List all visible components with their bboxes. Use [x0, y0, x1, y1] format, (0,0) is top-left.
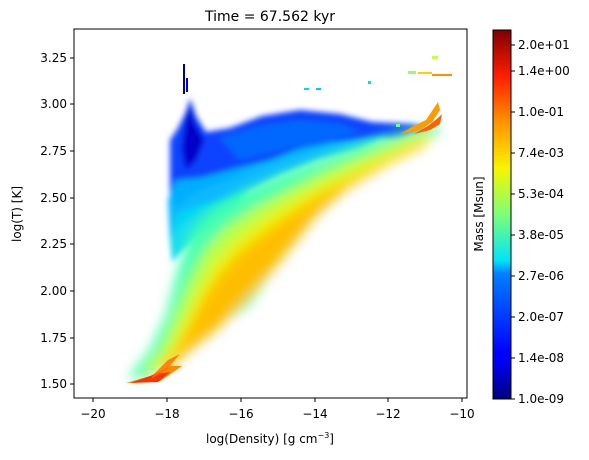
colorbar-tick: 5.3e-04 [511, 187, 564, 201]
colorbar: 1.0e-09 1.4e-08 2.0e-07 2.7e-06 3.8e-05 … [472, 29, 570, 406]
x-axis-label-end: ] [329, 432, 334, 446]
colorbar-tick: 1.4e+00 [511, 64, 570, 78]
colorbar-tick: 2.0e+01 [511, 38, 570, 52]
colorbar-tick-label: 1.0e-09 [518, 392, 564, 406]
y-tick-label: 2.25 [40, 237, 67, 251]
y-tick: 3.25 [40, 51, 74, 65]
y-tick-label: 2.75 [40, 144, 67, 158]
x-tick-label: −12 [375, 407, 400, 421]
x-axis-label-main: log(Density) [g cm [206, 432, 318, 446]
x-tick: −16 [228, 398, 254, 421]
x-axis: −20 −18 −16 −14 −12 −10 [80, 398, 475, 421]
x-tick-label: −20 [80, 407, 105, 421]
x-tick-label: −10 [449, 407, 474, 421]
y-tick: 2.50 [40, 191, 74, 205]
x-axis-label: log(Density) [g cm−3] [206, 431, 334, 446]
chart-title: Time = 67.562 kyr [204, 9, 335, 25]
colorbar-label: Mass [Msun] [472, 176, 486, 251]
colorbar-tick-label: 1.0e-01 [518, 105, 564, 119]
y-tick-label: 2.50 [40, 191, 67, 205]
colorbar-tick: 1.0e-09 [511, 392, 564, 406]
y-tick: 3.00 [40, 97, 74, 111]
x-tick-label: −16 [228, 407, 253, 421]
colorbar-tick-label: 2.7e-06 [518, 269, 564, 283]
x-tick: −12 [375, 398, 401, 421]
y-tick-label: 1.75 [40, 331, 67, 345]
colorbar-tick: 1.0e-01 [511, 105, 564, 119]
y-tick: 1.50 [40, 377, 74, 391]
colorbar-tick-label: 1.4e+00 [518, 64, 570, 78]
x-tick: −14 [302, 398, 328, 421]
colorbar-tick: 3.8e-05 [511, 228, 564, 242]
x-tick: −20 [80, 398, 106, 421]
colorbar-tick: 1.4e-08 [511, 351, 564, 365]
colorbar-tick-label: 1.4e-08 [518, 351, 564, 365]
colorbar-tick: 2.7e-06 [511, 269, 564, 283]
y-tick-label: 3.25 [40, 51, 67, 65]
y-tick: 2.00 [40, 284, 74, 298]
colorbar-tick: 7.4e-03 [511, 146, 564, 160]
heatmap-image [126, 56, 452, 383]
colorbar-tick-label: 7.4e-03 [518, 146, 564, 160]
colorbar-tick-label: 2.0e-07 [518, 310, 564, 324]
colorbar-tick: 2.0e-07 [511, 310, 564, 324]
y-tick: 2.25 [40, 237, 74, 251]
y-tick-label: 3.00 [40, 97, 67, 111]
colorbar-tick-label: 2.0e+01 [518, 38, 570, 52]
y-axis: 1.50 1.75 2.00 2.25 2.50 2.75 3.00 3.25 [40, 51, 74, 391]
y-tick: 1.75 [40, 331, 74, 345]
x-tick: −18 [154, 398, 180, 421]
colorbar-tick-label: 5.3e-04 [518, 187, 564, 201]
y-tick: 2.75 [40, 144, 74, 158]
y-axis-label: log(T) [K] [10, 186, 24, 242]
plot-frame [73, 28, 468, 399]
y-tick-label: 1.50 [40, 377, 67, 391]
x-tick-label: −14 [302, 407, 327, 421]
x-tick: −10 [449, 398, 475, 421]
colorbar-tick-label: 3.8e-05 [518, 228, 564, 242]
colorbar-gradient [492, 29, 512, 400]
x-tick-label: −18 [154, 407, 179, 421]
y-tick-label: 2.00 [40, 284, 67, 298]
x-axis-label-exponent: −3 [318, 431, 330, 440]
